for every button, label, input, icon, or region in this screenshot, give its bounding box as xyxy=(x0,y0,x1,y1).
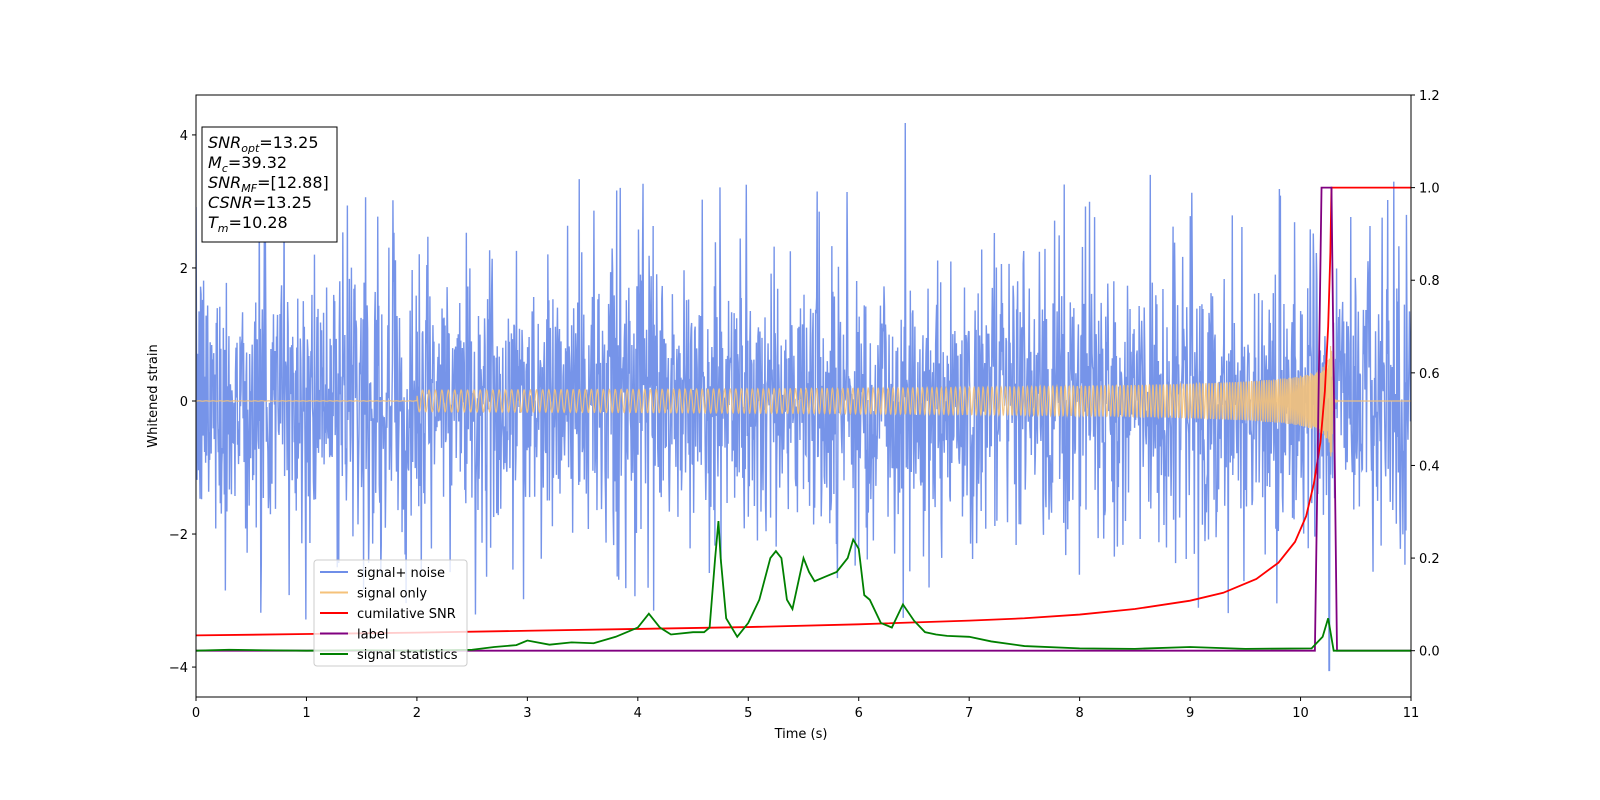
legend-label: signal only xyxy=(357,587,427,602)
legend: signal+ noise signal only cumilative SNR la… xyxy=(313,559,468,667)
legend-label: signal+ noise xyxy=(357,566,445,581)
x-tick-label: 7 xyxy=(965,706,973,721)
x-tick-label: 8 xyxy=(1075,706,1083,721)
y2-tick-label: 0.0 xyxy=(1419,645,1440,660)
x-tick-label: 4 xyxy=(634,706,642,721)
y2-tick-label: 0.6 xyxy=(1419,367,1440,382)
legend-label: signal statistics xyxy=(357,648,458,663)
y2-tick-label: 0.8 xyxy=(1419,274,1440,289)
annotation-symbol: T xyxy=(208,213,219,232)
y-axis-label: Whitened strain xyxy=(146,344,161,447)
y2-tick-label: 1.2 xyxy=(1419,89,1440,104)
y-axis-right: 0.0 0.2 0.4 0.6 0.8 1.0 1.2 xyxy=(1411,89,1440,660)
annotation-box: SNRopt=13.25Mc=39.32SNRMF=[12.88]CSNR=13… xyxy=(201,126,338,243)
annotation-line: SNRopt=13.25 xyxy=(208,133,319,155)
annotation-line: SNRMF=[12.88] xyxy=(208,173,329,195)
x-tick-label: 6 xyxy=(855,706,863,721)
y-tick-label: −4 xyxy=(169,661,188,676)
annotation-frame xyxy=(201,126,338,243)
series-line-signal-statistics xyxy=(196,520,1411,652)
y-tick-label: 2 xyxy=(180,262,188,277)
x-tick-label: 2 xyxy=(413,706,421,721)
annotation-symbol: CSNR xyxy=(208,193,253,212)
y2-tick-label: 1.0 xyxy=(1419,182,1440,197)
x-tick-label: 10 xyxy=(1292,706,1309,721)
x-tick-label: 3 xyxy=(523,706,531,721)
annotation-symbol: M xyxy=(208,153,222,172)
x-tick-label: 1 xyxy=(302,706,310,721)
x-tick-label: 9 xyxy=(1186,706,1194,721)
annotation-subscript: MF xyxy=(241,182,257,195)
legend-label: cumilative SNR xyxy=(357,607,456,622)
series-line-signal-only xyxy=(196,346,1411,457)
y2-tick-label: 0.4 xyxy=(1419,459,1440,474)
annotation-line: Tm=10.28 xyxy=(208,213,288,235)
y-tick-label: 0 xyxy=(180,395,188,410)
series-line-cumilative-snr xyxy=(196,186,1411,637)
series-layer xyxy=(196,122,1411,672)
legend-frame xyxy=(313,559,468,667)
annotation-value: =[12.88] xyxy=(257,173,329,192)
annotation-value: =10.28 xyxy=(229,213,288,232)
x-axis-label: Time (s) xyxy=(774,727,828,742)
annotation-symbol: SNR xyxy=(208,173,241,192)
x-tick-label: 0 xyxy=(192,706,200,721)
x-tick-label: 11 xyxy=(1403,706,1420,721)
x-tick-label: 5 xyxy=(744,706,752,721)
y-tick-label: 4 xyxy=(180,129,188,144)
y-tick-label: −2 xyxy=(169,528,188,543)
y2-tick-label: 0.2 xyxy=(1419,552,1440,567)
annotation-value: =13.25 xyxy=(253,193,312,212)
annotation-subscript: opt xyxy=(241,142,260,155)
annotation-line: CSNR=13.25 xyxy=(208,193,312,212)
annotation-line: Mc=39.32 xyxy=(208,153,287,175)
annotation-symbol: SNR xyxy=(208,133,241,152)
legend-label: label xyxy=(357,628,388,643)
series-line-signal-noise xyxy=(196,122,1411,672)
annotation-subscript: c xyxy=(222,162,228,175)
plot-frame xyxy=(195,94,1412,698)
annotation-subscript: m xyxy=(218,222,229,235)
annotation-value: =39.32 xyxy=(228,153,287,172)
x-axis: 0 1 2 3 4 5 6 7 8 9 10 11 xyxy=(192,697,1419,721)
y-axis-left: −4 −2 0 2 4 xyxy=(169,129,196,676)
annotation-value: =13.25 xyxy=(259,133,318,152)
